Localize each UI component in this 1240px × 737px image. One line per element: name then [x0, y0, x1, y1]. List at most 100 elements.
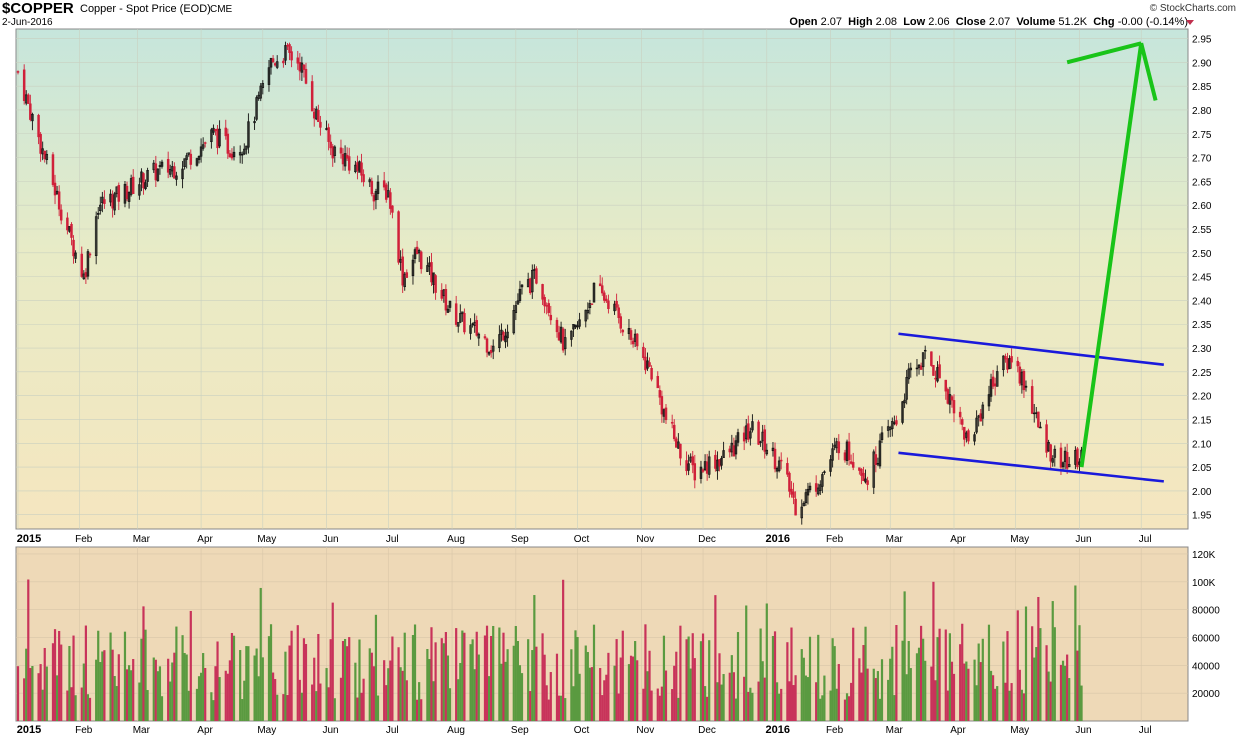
volume-bar	[1022, 693, 1026, 721]
volume-bar	[547, 699, 550, 721]
volume-bar	[276, 694, 279, 721]
candle	[545, 305, 548, 307]
candle	[878, 440, 882, 467]
x-tick-label: May	[257, 534, 276, 545]
y-tick-label: 2.95	[1192, 35, 1212, 46]
candle	[549, 314, 553, 321]
candle	[732, 445, 736, 457]
candle	[401, 256, 404, 286]
volume-bar	[241, 699, 244, 721]
volume-bar	[1051, 601, 1054, 721]
x-tick-label: Aug	[447, 534, 465, 545]
volume-bar	[759, 628, 762, 721]
candle	[930, 351, 933, 366]
candle	[808, 485, 812, 491]
candle	[973, 434, 976, 442]
volume-bar	[461, 630, 464, 721]
volume-bar	[1008, 690, 1011, 721]
candle	[584, 309, 588, 322]
volume-bar	[1020, 689, 1023, 721]
volume-bar	[601, 695, 604, 721]
volume-tick-label: 60000	[1192, 633, 1220, 644]
candle	[699, 466, 703, 479]
candle	[333, 146, 337, 156]
x-tick-label: Jun	[1075, 534, 1091, 545]
volume-bar	[889, 658, 892, 721]
candle	[360, 162, 363, 176]
volume-bar	[411, 635, 415, 721]
candle	[382, 180, 386, 188]
volume-bar	[646, 671, 649, 721]
candle	[862, 472, 865, 482]
volume-bar	[963, 663, 966, 721]
candle	[444, 289, 448, 311]
volume-bar	[965, 661, 968, 721]
volume-bar	[444, 632, 447, 721]
candle	[685, 460, 688, 472]
candle	[343, 153, 347, 167]
candle	[275, 61, 279, 68]
candle	[80, 253, 84, 277]
candle	[27, 94, 30, 104]
volume-bar	[802, 657, 805, 721]
candle	[749, 431, 752, 439]
candle	[284, 45, 287, 61]
volume-bar	[778, 693, 781, 721]
candle	[720, 457, 723, 466]
volume-bar	[138, 682, 141, 721]
y-tick-label: 2.75	[1192, 130, 1212, 141]
candle	[1049, 444, 1052, 462]
candle	[339, 147, 343, 154]
volume-bar	[924, 660, 927, 721]
volume-bar	[831, 638, 834, 721]
y-tick-label: 2.05	[1192, 463, 1212, 474]
candle	[419, 251, 423, 270]
volume-bar	[1074, 585, 1077, 721]
volume-bar	[850, 682, 853, 721]
volume-bar	[773, 631, 777, 721]
candle	[905, 376, 908, 400]
volume-bar	[60, 644, 63, 721]
volume-bar	[442, 643, 445, 721]
volume-bar	[981, 638, 984, 721]
volume-bar	[644, 624, 647, 721]
volume-bar	[255, 648, 258, 721]
candle	[901, 401, 904, 423]
volume-bar	[629, 655, 633, 721]
candle	[1024, 385, 1028, 388]
candle	[790, 488, 793, 495]
candle	[629, 330, 633, 340]
candle	[777, 460, 781, 472]
candle	[570, 330, 573, 340]
candle	[718, 459, 721, 467]
volume-bar	[961, 623, 964, 721]
candle	[736, 432, 740, 443]
volume-bar	[907, 641, 910, 721]
volume-bar	[99, 662, 102, 721]
candle	[607, 300, 610, 310]
candle	[39, 133, 42, 154]
volume-bar	[298, 679, 301, 721]
volume-bar	[302, 638, 306, 721]
volume-bar	[391, 636, 394, 721]
candle	[1051, 458, 1054, 463]
volume-bar	[535, 646, 538, 721]
volume-bar	[584, 645, 587, 721]
candle	[66, 217, 69, 231]
candle	[995, 371, 999, 387]
candle	[362, 174, 365, 183]
volume-bar	[117, 654, 120, 721]
volume-bar	[195, 688, 199, 721]
candle	[557, 332, 561, 341]
candle	[415, 246, 419, 255]
volume-bar	[315, 691, 318, 721]
volume-bar	[562, 579, 565, 721]
volume-bar	[823, 675, 826, 721]
candle	[391, 205, 394, 213]
volume-bar	[343, 638, 347, 721]
volume-bar	[401, 670, 404, 721]
volume-bar	[994, 688, 997, 721]
candle	[88, 253, 92, 256]
candle	[59, 209, 63, 221]
candle	[57, 191, 61, 210]
